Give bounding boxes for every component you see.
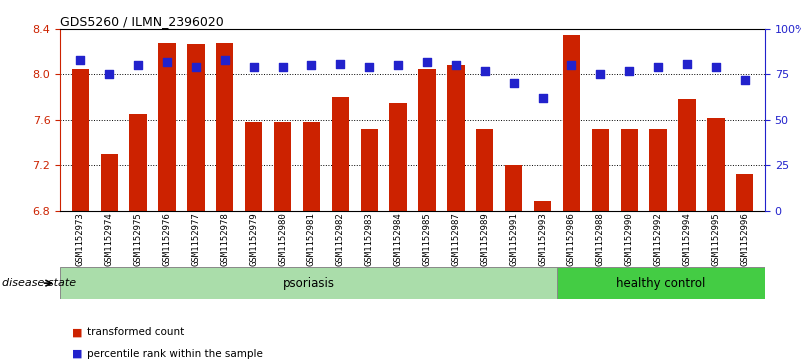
Text: healthy control: healthy control [616,277,706,290]
Bar [678,99,695,211]
Point [276,64,289,70]
Bar [650,129,666,211]
Bar [245,122,262,211]
Bar [130,114,147,211]
Text: GSM1152984: GSM1152984 [393,212,403,266]
Bar [592,129,609,211]
Text: GSM1152977: GSM1152977 [191,212,200,266]
Text: GDS5260 / ILMN_2396020: GDS5260 / ILMN_2396020 [60,15,223,28]
Bar [505,165,522,211]
Point [536,95,549,101]
Point [363,64,376,70]
Bar [60,267,557,299]
Bar [332,97,349,211]
Text: GSM1152985: GSM1152985 [422,212,432,266]
Bar [557,267,765,299]
Text: psoriasis: psoriasis [283,277,335,290]
Text: transformed count: transformed count [87,327,183,337]
Text: GSM1152994: GSM1152994 [682,212,691,266]
Point [103,72,115,77]
Text: GSM1152986: GSM1152986 [567,212,576,266]
Point [334,61,347,66]
Bar [736,174,754,211]
Point [190,64,203,70]
Point [478,68,491,74]
Text: GSM1152983: GSM1152983 [364,212,374,266]
Point [710,64,723,70]
Point [219,57,231,63]
Bar [187,44,204,211]
Text: ■: ■ [72,349,83,359]
Text: GSM1152974: GSM1152974 [105,212,114,266]
Point [131,62,144,68]
Point [392,62,405,68]
Text: GSM1152973: GSM1152973 [76,212,85,266]
Point [305,62,318,68]
Text: GSM1152979: GSM1152979 [249,212,258,266]
Text: percentile rank within the sample: percentile rank within the sample [87,349,263,359]
Point [160,59,173,65]
Bar [303,122,320,211]
Point [681,61,694,66]
Point [248,64,260,70]
Bar [100,154,118,211]
Text: GSM1152993: GSM1152993 [538,212,547,266]
Point [594,72,606,77]
Bar [216,43,233,211]
Text: GSM1152980: GSM1152980 [278,212,287,266]
Text: GSM1152988: GSM1152988 [596,212,605,266]
Bar [71,69,89,211]
Point [449,62,462,68]
Bar [274,122,292,211]
Text: GSM1152982: GSM1152982 [336,212,344,266]
Point [622,68,635,74]
Point [652,64,665,70]
Text: disease state: disease state [2,278,76,288]
Bar [418,69,436,211]
Text: GSM1152991: GSM1152991 [509,212,518,266]
Point [74,57,87,63]
Text: GSM1152978: GSM1152978 [220,212,229,266]
Bar [707,118,725,211]
Bar [476,129,493,211]
Text: GSM1152981: GSM1152981 [307,212,316,266]
Bar [447,65,465,211]
Bar [533,201,551,211]
Point [421,59,433,65]
Text: GSM1152976: GSM1152976 [163,212,171,266]
Bar [563,35,580,211]
Bar [621,129,638,211]
Text: GSM1152989: GSM1152989 [481,212,489,266]
Text: GSM1152987: GSM1152987 [451,212,461,266]
Text: GSM1152995: GSM1152995 [711,212,720,266]
Bar [389,103,407,211]
Point [507,81,520,86]
Point [739,77,751,83]
Point [565,62,578,68]
Bar [360,129,378,211]
Text: GSM1152996: GSM1152996 [740,212,749,266]
Text: ■: ■ [72,327,83,337]
Text: GSM1152992: GSM1152992 [654,212,662,266]
Text: GSM1152990: GSM1152990 [625,212,634,266]
Bar [159,43,175,211]
Text: GSM1152975: GSM1152975 [134,212,143,266]
